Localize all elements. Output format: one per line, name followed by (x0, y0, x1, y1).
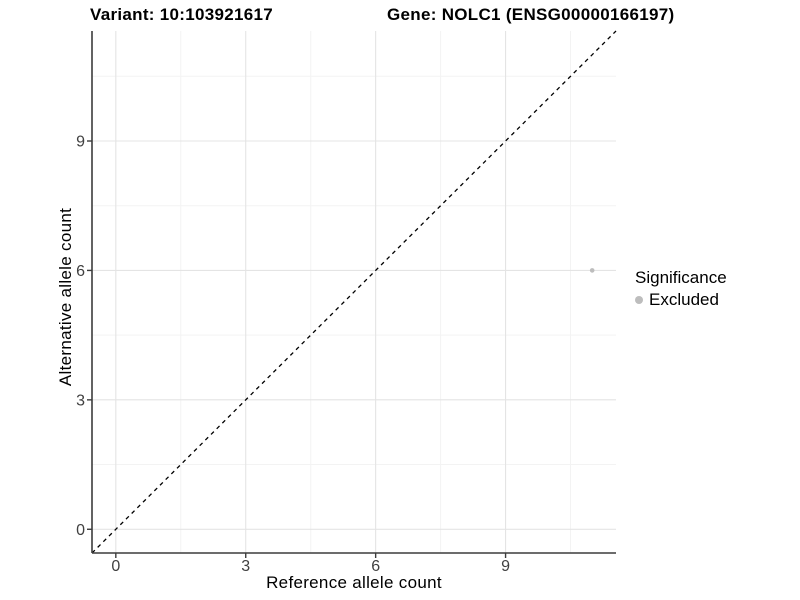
y-tick-label: 0 (76, 522, 85, 539)
y-axis-title: Alternative allele count (56, 207, 75, 387)
legend: Significance Excluded (635, 268, 727, 310)
x-tick-label: 3 (241, 558, 250, 575)
variant-title: Variant: 10:103921617 (90, 5, 274, 24)
gene-title: Gene: NOLC1 (ENSG00000166197) (387, 5, 675, 24)
x-tick-label: 0 (111, 558, 120, 575)
legend-item: Excluded (635, 290, 727, 310)
legend-item-label: Excluded (649, 290, 719, 310)
legend-title: Significance (635, 268, 727, 287)
y-tick-label: 6 (76, 263, 85, 280)
x-axis-title: Reference allele count (266, 573, 442, 592)
identity-line (91, 30, 617, 554)
x-tick-label: 6 (371, 558, 380, 575)
data-point (589, 268, 595, 273)
legend-point-icon (635, 296, 643, 305)
legend-items: Excluded (635, 290, 727, 310)
x-tick-label: 9 (501, 558, 510, 575)
y-tick-label: 3 (76, 392, 85, 409)
y-tick-label: 9 (76, 134, 85, 151)
